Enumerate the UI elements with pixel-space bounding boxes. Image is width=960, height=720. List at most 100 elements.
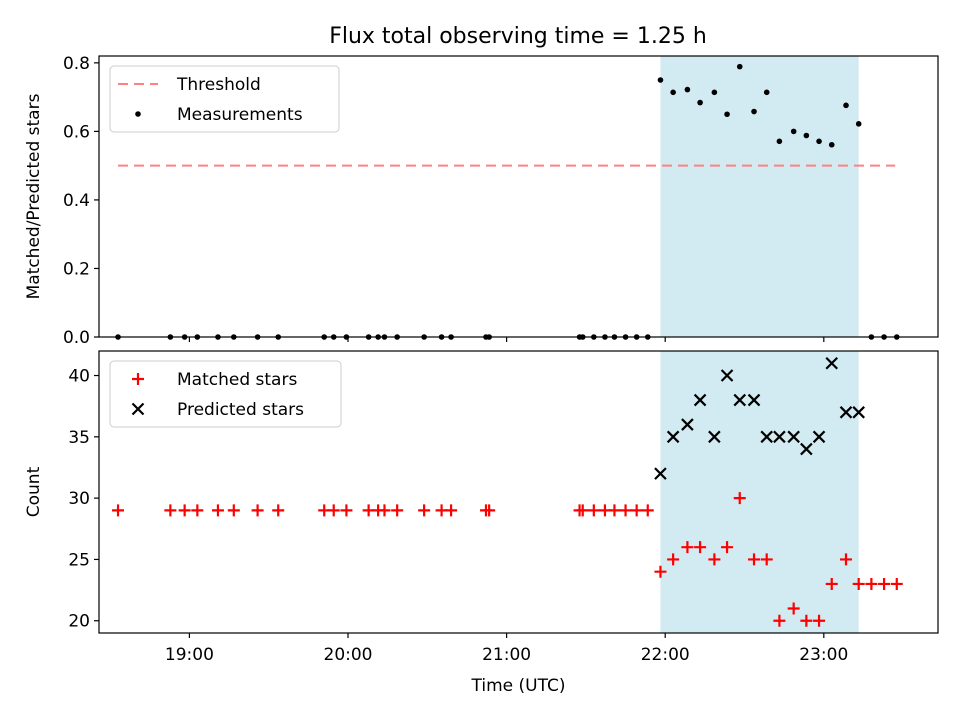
measurements-point — [724, 111, 730, 118]
predicted-stars-point — [681, 418, 694, 431]
matched-stars-point — [587, 504, 600, 517]
matched-stars-point — [825, 577, 838, 590]
matched-stars-point — [576, 504, 589, 517]
matched-stars-point — [865, 577, 878, 590]
legend-marker — [132, 373, 144, 385]
axes-frame — [98, 350, 939, 634]
y-tick-label: 0.8 — [63, 54, 90, 74]
predicted-stars-point — [666, 430, 680, 444]
y-tick-label: 0.4 — [63, 191, 90, 211]
matched-stars-point — [840, 553, 853, 566]
legend: Threshold Measurements — [109, 65, 340, 133]
measurements-point — [751, 108, 757, 115]
matched-stars-point — [178, 504, 191, 517]
matched-stars-point — [251, 504, 264, 517]
predicted-stars-point — [773, 430, 786, 444]
matched-stars-point — [852, 577, 865, 590]
measurements-point — [828, 141, 835, 148]
matched-stars-point — [227, 504, 240, 517]
predicted-stars-point — [800, 442, 813, 456]
legend-label: Threshold — [176, 75, 261, 95]
matched-stars-point — [378, 504, 391, 517]
y-tick-label: 0.2 — [63, 259, 90, 279]
legend-label: Measurements — [177, 105, 303, 125]
measurements-point — [711, 89, 718, 96]
measurements-point — [657, 77, 664, 83]
highlight-span — [660, 56, 859, 337]
x-tick-label: 23:00 — [799, 645, 848, 665]
matched-stars-point — [721, 541, 734, 554]
predicted-stars-point — [747, 393, 761, 407]
measurements-point — [736, 63, 743, 70]
x-tick-label: 19:00 — [165, 645, 214, 665]
x-tick-label: 21:00 — [482, 645, 531, 665]
predicted-stars-point — [825, 356, 839, 370]
matched-stars-point — [340, 504, 353, 517]
x-axis-label: Time (UTC) — [471, 676, 566, 696]
y-tick-label: 25 — [68, 550, 90, 570]
matched-stars-point — [760, 553, 773, 566]
matched-stars-point — [681, 541, 694, 554]
legend-label: Matched stars — [177, 370, 297, 390]
legend: Matched stars Predicted stars — [109, 360, 342, 428]
matched-stars-point — [272, 504, 285, 517]
matched-stars-point — [112, 504, 125, 517]
predicted-stars-point — [654, 467, 667, 480]
y-tick-label: 0.0 — [63, 328, 90, 348]
matched-stars-point — [667, 553, 680, 566]
matched-stars-point — [391, 504, 404, 517]
measurements-point — [843, 102, 849, 109]
matched-stars-point — [191, 504, 204, 517]
measurements-point — [776, 138, 783, 145]
measurements-point — [670, 89, 676, 96]
predicted-stars-point — [812, 430, 826, 444]
matched-stars-point — [748, 553, 761, 566]
y-tick-label: 30 — [68, 489, 90, 509]
matched-stars-point — [654, 565, 667, 578]
measurements-point — [855, 121, 862, 127]
matched-stars-point — [878, 577, 891, 590]
matched-stars-point — [787, 602, 800, 615]
legend-box — [109, 360, 342, 428]
matched-stars-point — [733, 492, 746, 505]
predicted-stars-point — [720, 369, 734, 382]
legend-marker — [131, 402, 145, 416]
predicted-stars-point — [839, 406, 853, 419]
y-axis-label: Matched/Predicted stars — [24, 93, 44, 299]
predicted-stars-point — [787, 430, 800, 444]
y-tick-label: 0.6 — [63, 122, 90, 142]
measurements-point — [763, 89, 770, 96]
x-tick-label: 22:00 — [641, 645, 690, 665]
matched-stars-point — [211, 504, 224, 517]
measurements-point — [684, 86, 691, 93]
matched-stars-point — [800, 614, 813, 627]
predicted-stars-point — [708, 430, 721, 444]
matched-stars-point — [890, 577, 903, 590]
matched-stars-point — [483, 504, 496, 517]
legend-box — [109, 65, 340, 133]
matched-stars-point — [327, 504, 340, 517]
legend-label: Predicted stars — [177, 400, 304, 420]
matched-stars-point — [708, 553, 721, 566]
matched-stars-point — [641, 504, 654, 517]
highlight-span — [660, 351, 859, 633]
measurements-point — [803, 132, 810, 139]
y-tick-label: 40 — [68, 367, 90, 387]
matched-stars-point — [813, 614, 826, 627]
axes-frame — [98, 55, 939, 338]
predicted-stars-point — [693, 393, 707, 407]
chart-title: Flux total observing time = 1.25 h — [329, 24, 707, 49]
matched-stars-point — [619, 504, 632, 517]
y-tick-label: 35 — [68, 428, 90, 448]
top-panel: 0.0 0.2 0.4 0.6 0.8 Matched/Predicted stars Th… — [24, 54, 939, 348]
matched-stars-point — [445, 504, 458, 517]
matched-stars-point — [418, 504, 431, 517]
y-tick-label: 20 — [68, 612, 90, 632]
matched-stars-point — [164, 504, 177, 517]
matched-stars-point — [630, 504, 643, 517]
measurements-point — [790, 128, 797, 135]
x-tick-label: 20:00 — [324, 645, 373, 665]
legend-marker — [135, 111, 141, 117]
predicted-stars-point — [733, 393, 747, 407]
